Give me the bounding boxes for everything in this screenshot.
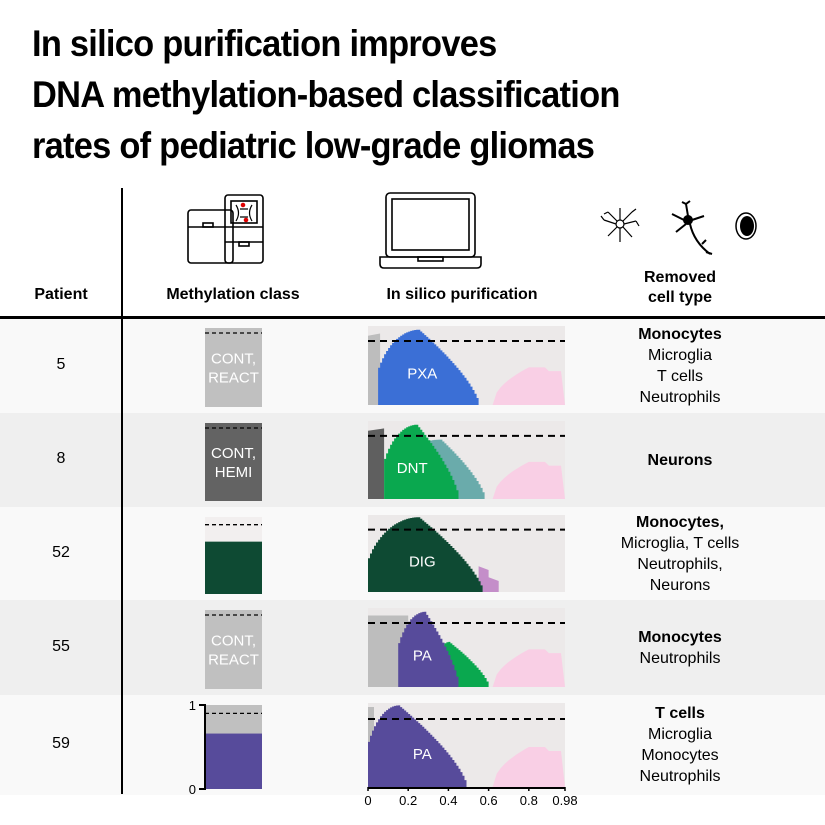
class-label: HEMI xyxy=(215,464,253,481)
cell-type: Microglia, T cells xyxy=(620,534,740,552)
cell-type: Neutrophils xyxy=(639,388,721,406)
patient-id: 8 xyxy=(56,450,66,467)
cell-type: Neutrophils, xyxy=(637,555,723,573)
title-line: DNA methylation-based classification xyxy=(32,74,620,115)
tumor-label: PXA xyxy=(407,366,437,383)
header-removed-cell-type: Removed cell type xyxy=(580,268,780,308)
cell-type: Neutrophils xyxy=(639,768,721,785)
cell-type: T cells xyxy=(657,367,703,385)
cell-type: Neurons xyxy=(647,451,713,469)
patient-id: 55 xyxy=(52,637,70,655)
class-bar xyxy=(205,610,262,689)
class-axis xyxy=(199,704,206,790)
cell-type: Monocytes xyxy=(638,628,722,646)
header-patient: Patient xyxy=(34,286,88,303)
title-line: rates of pediatric low-grade gliomas xyxy=(32,125,595,166)
tumor-area xyxy=(378,329,481,405)
x-tick-label: 0.2 xyxy=(399,793,417,808)
class-label: REACT xyxy=(208,370,259,387)
x-tick-label: 0.98 xyxy=(552,793,577,808)
header-purification: In silico purification xyxy=(386,286,538,303)
tumor-label: DNT xyxy=(397,460,428,477)
class-bar xyxy=(205,541,262,594)
class-axis-tick: 0 xyxy=(189,782,196,797)
tumor-area xyxy=(368,517,485,592)
cell-type: Monocytes xyxy=(641,747,719,764)
cell-type: Microglia xyxy=(647,726,712,743)
title-line: In silico purification improves xyxy=(32,23,497,64)
tumor-area xyxy=(368,705,469,787)
patient-id: 5 xyxy=(56,355,66,373)
cell-type: Microglia xyxy=(647,346,712,364)
header-methylation-class: Methylation class xyxy=(166,286,300,303)
cell-type: Neurons xyxy=(649,576,711,594)
class-bar xyxy=(205,328,262,407)
x-tick-label: 0.8 xyxy=(520,793,538,808)
normal-tissue-area xyxy=(492,747,565,787)
cell-type: Neutrophils xyxy=(639,649,721,667)
microglia-icon xyxy=(600,208,640,242)
normal-tissue-area xyxy=(492,461,565,499)
cell-type: Monocytes xyxy=(638,325,722,343)
class-bar xyxy=(205,423,262,501)
other-area xyxy=(368,615,409,687)
normal-tissue-area xyxy=(492,649,565,687)
sequencer-icon xyxy=(187,194,264,264)
laptop-icon xyxy=(379,192,482,269)
removed-cell-types: Neurons xyxy=(580,450,780,471)
cell-type: Monocytes, xyxy=(635,513,724,531)
removed-cell-types: T cells Microglia Monocytes Neutrophils xyxy=(580,703,780,787)
class-axis-tick: 1 xyxy=(189,698,196,713)
class-bar xyxy=(205,733,262,789)
patient-id: 59 xyxy=(52,735,70,752)
other-area xyxy=(368,333,381,405)
patient-id: 52 xyxy=(52,543,70,561)
tumor-label: PA xyxy=(413,648,432,665)
tumor-label: DIG xyxy=(409,553,436,570)
x-tick-label: 0.6 xyxy=(480,793,498,808)
neuron-icon xyxy=(671,200,713,255)
removed-cell-types: Monocytes Microglia T cells Neutrophils xyxy=(580,324,780,408)
class-label: REACT xyxy=(208,652,259,669)
header-line: cell type xyxy=(647,289,713,306)
tumor-label: PA xyxy=(413,746,432,763)
other-area xyxy=(368,428,385,499)
class-label: CONT, xyxy=(211,351,256,368)
x-tick-label: 0 xyxy=(364,793,371,808)
cell-icon xyxy=(735,212,757,240)
page-title: In silico purification improves DNA meth… xyxy=(32,18,757,171)
header-divider xyxy=(0,316,825,319)
lilac-area xyxy=(478,566,499,592)
patient-divider xyxy=(121,188,123,794)
x-tick-label: 0.4 xyxy=(439,793,457,808)
removed-cell-types: Monocytes Neutrophils xyxy=(580,627,780,669)
removed-cell-types: Monocytes, Microglia, T cells Neutrophils,… xyxy=(580,512,780,596)
tumor-area xyxy=(398,611,461,687)
tumor-area xyxy=(384,424,461,499)
class-label: CONT, xyxy=(211,633,256,650)
header-line: Removed xyxy=(643,269,717,286)
cell-type: T cells xyxy=(655,705,705,722)
normal-tissue-area xyxy=(492,367,565,405)
class-label: CONT, xyxy=(211,445,256,462)
